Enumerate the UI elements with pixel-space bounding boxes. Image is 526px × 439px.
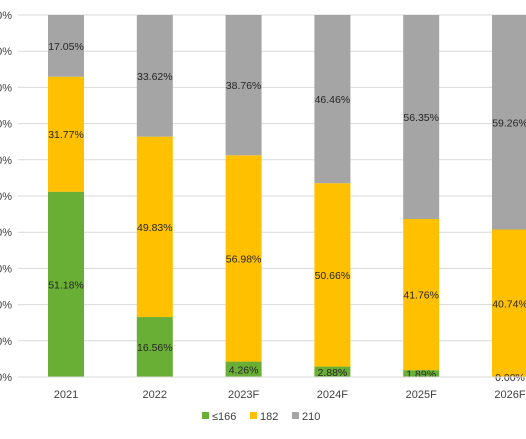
y-tick-label: 100%	[0, 10, 12, 22]
bar-segment-2	[492, 229, 526, 377]
legend-swatch	[292, 412, 299, 419]
data-label: 33.62%	[137, 71, 173, 83]
x-tick-label: 2026F	[494, 389, 525, 401]
x-tick-label: 2024F	[317, 389, 348, 401]
legend-swatch	[202, 412, 209, 419]
data-label: 56.98%	[226, 253, 262, 265]
data-label: 50.66%	[315, 270, 351, 282]
y-tick-label: 10%	[0, 336, 12, 348]
data-label: 31.77%	[48, 129, 84, 141]
x-tick-label: 2021	[54, 389, 78, 401]
legend-label: ≤166	[212, 411, 236, 423]
bar-segment-3	[225, 15, 262, 156]
legend-label: 210	[302, 411, 320, 423]
legend: ≤166 182 210	[202, 411, 320, 423]
bar-segment-3	[136, 14, 173, 137]
legend-swatch	[250, 412, 257, 419]
bar-segment-1	[403, 370, 440, 377]
bar-segment-2	[403, 218, 440, 371]
y-tick-label: 80%	[0, 82, 12, 94]
data-label: 4.26%	[229, 364, 259, 376]
gridlines	[18, 14, 526, 342]
legend-label: 182	[260, 411, 278, 423]
x-tick-label: 2023F	[228, 389, 259, 401]
y-tick-label: 90%	[0, 46, 12, 58]
y-tick-label: 0%	[0, 372, 12, 384]
bar-segment-1	[48, 191, 84, 377]
bar-segment-1	[225, 361, 262, 377]
bar-segment-3	[48, 15, 84, 77]
axes: 0% 10% 20% 30% 40% 50% 60% 70% 80% 90% 100% 2021 202…	[0, 10, 526, 401]
y-tick-label: 30%	[0, 263, 12, 275]
x-tick-label: 2025F	[406, 389, 437, 401]
bar-segment-2	[225, 155, 262, 362]
data-label: 59.26%	[492, 117, 526, 129]
bar-segment-3	[403, 15, 440, 219]
data-labels: 51.18% 31.77% 17.05% 16.56% 49.83% 33.62% 4.26…	[48, 41, 526, 384]
data-label: 46.46%	[315, 94, 351, 106]
bar-segment-2	[48, 76, 84, 192]
data-label: 56.35%	[403, 112, 439, 124]
data-label: 40.74%	[492, 298, 526, 310]
data-label: 17.05%	[48, 41, 84, 53]
y-tick-label: 70%	[0, 119, 12, 131]
y-tick-label: 20%	[0, 300, 12, 312]
bar-segment-1	[136, 317, 173, 377]
y-tick-label: 60%	[0, 155, 12, 167]
data-label: 49.83%	[137, 222, 173, 234]
bar-segment-3	[314, 15, 351, 184]
bars	[48, 14, 526, 377]
data-label: 38.76%	[226, 80, 262, 92]
data-label: 0.00%	[495, 372, 525, 384]
x-tick-label: 2022	[143, 389, 167, 401]
data-label: 51.18%	[48, 279, 84, 291]
bar-segment-2	[136, 136, 173, 318]
data-label: 16.56%	[137, 342, 173, 354]
data-label: 2.88%	[318, 367, 348, 379]
data-label: 41.76%	[403, 290, 439, 302]
bar-segment-1	[314, 366, 351, 377]
bar-segment-2	[314, 183, 351, 367]
data-label: 1.89%	[406, 369, 436, 381]
y-tick-label: 50%	[0, 191, 12, 203]
y-tick-label: 40%	[0, 227, 12, 239]
bar-segment-3	[492, 15, 526, 230]
